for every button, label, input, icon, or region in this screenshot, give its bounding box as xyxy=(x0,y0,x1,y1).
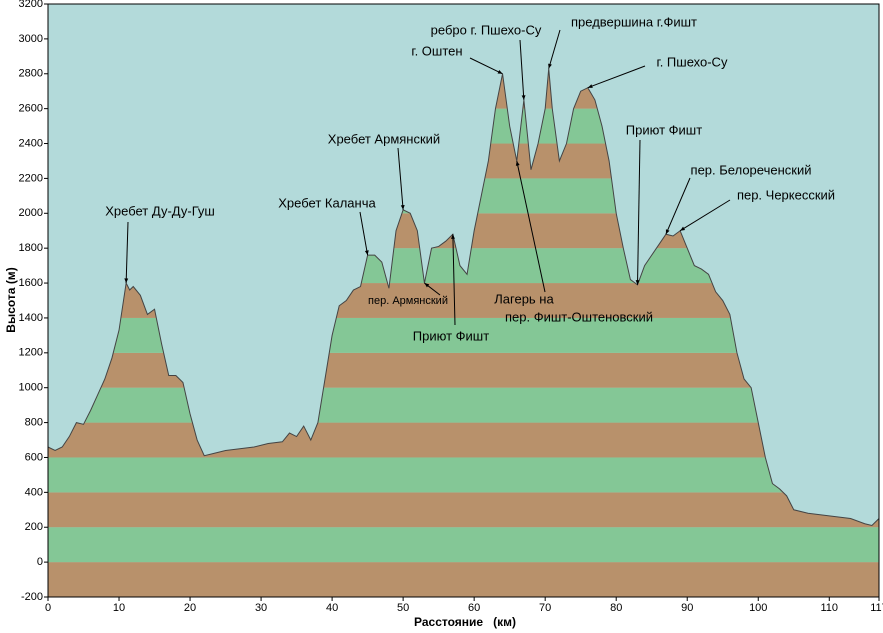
y-tick-label: 2800 xyxy=(19,68,43,80)
arrow-head xyxy=(451,234,455,239)
x-tick-label: 117 xyxy=(870,602,883,614)
annotation-label: пер. Армянский xyxy=(368,295,448,307)
x-tick-label: 0 xyxy=(45,602,51,614)
y-tick-label: 400 xyxy=(25,486,43,498)
annotation-arrow xyxy=(679,199,731,232)
x-tick-label: 70 xyxy=(539,602,551,614)
y-tick-label: 1000 xyxy=(19,382,43,394)
x-tick-label: 30 xyxy=(255,602,267,614)
y-axis-label: Высота (м) xyxy=(4,267,18,332)
elevation-band xyxy=(48,527,879,563)
annotation-label: Приют Фишт xyxy=(626,122,702,137)
arrow-head xyxy=(364,250,369,256)
annotation-label: пер. Фишт-Оштеновский xyxy=(505,309,653,324)
arrow-head xyxy=(515,160,520,166)
elevation-band xyxy=(48,457,879,493)
y-tick-label: 200 xyxy=(25,521,43,533)
annotation-label: Хребет Армянский xyxy=(328,131,440,146)
x-tick-label: 100 xyxy=(749,602,767,614)
annotation-label: пер. Черкесский xyxy=(737,187,835,202)
arrow-head xyxy=(665,229,670,235)
annotation-arrow xyxy=(519,39,525,100)
x-tick-label: 80 xyxy=(610,602,622,614)
annotation-label: Лагерь на xyxy=(494,291,554,306)
elevation-band xyxy=(48,422,879,458)
annotation-arrow xyxy=(665,177,691,235)
arrow-head xyxy=(548,63,552,69)
x-tick-label: 60 xyxy=(468,602,480,614)
arrow-head xyxy=(680,226,686,231)
x-tick-label: 50 xyxy=(397,602,409,614)
y-tick-label: 800 xyxy=(25,416,43,428)
x-tick-label: 10 xyxy=(113,602,125,614)
annotation-label: ребро г. Пшехо-Су xyxy=(431,22,542,37)
annotation-arrow xyxy=(516,160,546,293)
arrow-head xyxy=(635,280,640,285)
x-tick-label: 110 xyxy=(821,602,839,614)
annotation-arrow xyxy=(587,65,646,89)
y-tick-label: 2000 xyxy=(19,207,43,219)
elevation-profile xyxy=(47,68,880,527)
x-tick-label: 40 xyxy=(326,602,338,614)
annotation-label: г. Оштен xyxy=(411,43,462,58)
annotation-arrow xyxy=(637,139,641,285)
annotation-arrow xyxy=(452,234,456,326)
y-tick-label: 1200 xyxy=(19,347,43,359)
elevation-band xyxy=(48,492,879,528)
arrow-head xyxy=(424,283,430,288)
y-tick-label: 1800 xyxy=(19,242,43,254)
arrow-head xyxy=(124,278,129,284)
y-tick-label: 2200 xyxy=(19,172,43,184)
annotation-label: Приют Фишт xyxy=(413,328,489,343)
arrow-head xyxy=(521,95,526,100)
x-axis-label: Расстояние (км) xyxy=(414,615,516,629)
y-tick-label: 3200 xyxy=(19,0,43,10)
annotation-label: г. Пшехо-Су xyxy=(657,54,728,69)
annotation-label: Хребет Ду-Ду-Гуш xyxy=(105,203,215,218)
annotation-arrow xyxy=(359,211,369,256)
y-tick-label: -200 xyxy=(21,591,43,603)
y-tick-label: 3000 xyxy=(19,33,43,45)
annotation-label: Хребет Каланча xyxy=(278,195,376,210)
x-tick-label: 20 xyxy=(184,602,196,614)
annotation-arrow xyxy=(548,29,561,69)
x-tick-label: 90 xyxy=(681,602,693,614)
annotation-arrow xyxy=(125,221,129,284)
y-tick-label: 0 xyxy=(37,556,43,568)
annotation-arrow xyxy=(397,147,404,210)
annotation-label: предвершина г.Фишт xyxy=(571,14,697,29)
y-tick-label: 1400 xyxy=(19,312,43,324)
plot-frame xyxy=(47,3,880,598)
arrow-head xyxy=(400,205,405,210)
annotation-label: пер. Белореченский xyxy=(691,162,812,177)
arrow-head xyxy=(497,70,503,74)
y-tick-label: 2400 xyxy=(19,137,43,149)
y-tick-label: 1600 xyxy=(19,277,43,289)
y-tick-label: 2600 xyxy=(19,103,43,115)
y-tick-label: 600 xyxy=(25,451,43,463)
arrow-head xyxy=(587,84,593,88)
annotation-arrow xyxy=(469,57,503,75)
elevation-band xyxy=(48,562,879,597)
